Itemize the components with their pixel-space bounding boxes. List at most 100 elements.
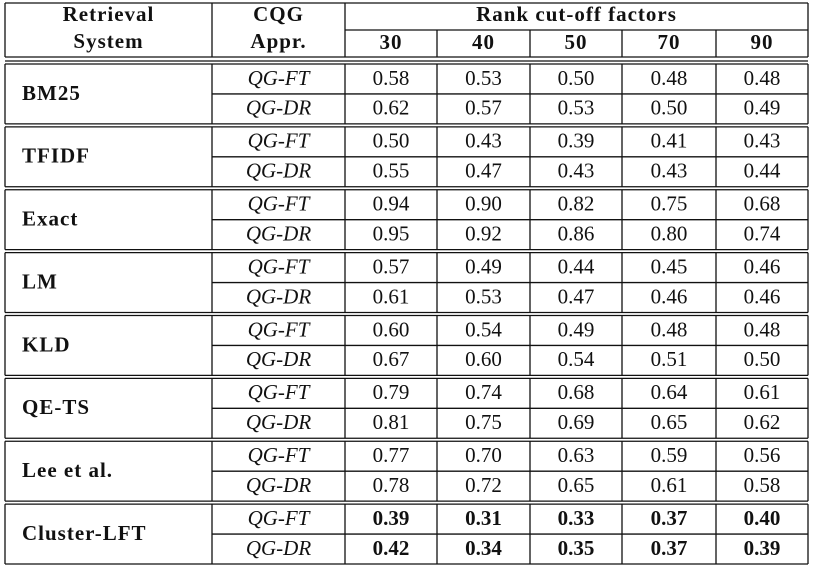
header-label: System (73, 29, 143, 53)
score: 0.42 (373, 536, 410, 560)
score: 0.90 (465, 192, 502, 216)
score: 0.62 (373, 96, 410, 120)
cutoff-label: 70 (658, 30, 681, 54)
score: 0.68 (558, 380, 595, 404)
system-name: BM25 (22, 81, 81, 105)
score: 0.54 (465, 317, 502, 341)
approach: QG-DR (246, 410, 311, 434)
score: 0.81 (373, 410, 410, 434)
score: 0.39 (744, 536, 781, 560)
score: 0.69 (558, 410, 595, 434)
score: 0.35 (558, 536, 595, 560)
score: 0.49 (558, 317, 595, 341)
cutoff-label: 50 (565, 30, 588, 54)
score: 0.80 (651, 221, 688, 245)
score: 0.67 (373, 347, 410, 371)
score: 0.92 (465, 221, 502, 245)
score: 0.41 (651, 129, 688, 153)
score: 0.47 (558, 284, 595, 308)
score: 0.61 (651, 473, 688, 497)
score: 0.74 (465, 380, 502, 404)
approach: QG-DR (246, 221, 311, 245)
score: 0.37 (651, 536, 688, 560)
approach: QG-FT (248, 129, 311, 153)
approach: QG-FT (248, 317, 311, 341)
score: 0.53 (465, 284, 502, 308)
approach: QG-DR (246, 536, 311, 560)
score: 0.78 (373, 473, 410, 497)
score: 0.58 (373, 66, 410, 90)
score: 0.53 (465, 66, 502, 90)
score: 0.46 (651, 284, 688, 308)
score: 0.33 (558, 506, 595, 530)
score: 0.46 (744, 284, 781, 308)
system-name: TFIDF (22, 144, 90, 168)
score: 0.48 (651, 66, 688, 90)
header-label: CQG (253, 2, 304, 26)
score: 0.54 (558, 347, 595, 371)
approach: QG-FT (248, 380, 311, 404)
score: 0.61 (373, 284, 410, 308)
system-name: Cluster-LFT (22, 521, 147, 545)
approach: QG-FT (248, 443, 311, 467)
score: 0.50 (373, 129, 410, 153)
score: 0.55 (373, 159, 410, 183)
score: 0.60 (465, 347, 502, 371)
score: 0.50 (651, 96, 688, 120)
score: 0.43 (465, 129, 502, 153)
score: 0.65 (558, 473, 595, 497)
score: 0.47 (465, 159, 502, 183)
score: 0.45 (651, 254, 688, 278)
score: 0.44 (744, 159, 781, 183)
score: 0.64 (651, 380, 688, 404)
approach: QG-DR (246, 159, 311, 183)
approach: QG-DR (246, 473, 311, 497)
cutoff-label: 40 (472, 30, 495, 54)
approach: QG-FT (248, 254, 311, 278)
score: 0.53 (558, 96, 595, 120)
score: 0.50 (744, 347, 781, 371)
score: 0.61 (744, 380, 781, 404)
score: 0.62 (744, 410, 781, 434)
score: 0.43 (558, 159, 595, 183)
approach: QG-DR (246, 284, 311, 308)
score: 0.75 (651, 192, 688, 216)
score: 0.68 (744, 192, 781, 216)
score: 0.77 (373, 443, 410, 467)
score: 0.44 (558, 254, 595, 278)
score: 0.43 (651, 159, 688, 183)
approach: QG-FT (248, 66, 311, 90)
score: 0.59 (651, 443, 688, 467)
system-name: LM (22, 269, 58, 293)
score: 0.49 (744, 96, 781, 120)
system-name: Lee et al. (22, 458, 113, 482)
score: 0.94 (373, 192, 410, 216)
score: 0.39 (558, 129, 595, 153)
score: 0.63 (558, 443, 595, 467)
score: 0.51 (651, 347, 688, 371)
score: 0.48 (651, 317, 688, 341)
score: 0.48 (744, 66, 781, 90)
approach: QG-DR (246, 347, 311, 371)
cutoff-label: 30 (380, 30, 403, 54)
score: 0.82 (558, 192, 595, 216)
header-label: Appr. (250, 29, 306, 53)
cutoff-label: 90 (751, 30, 774, 54)
score: 0.37 (651, 506, 688, 530)
score: 0.40 (744, 506, 781, 530)
score: 0.43 (744, 129, 781, 153)
score: 0.46 (744, 254, 781, 278)
system-name: Exact (22, 207, 78, 231)
score: 0.79 (373, 380, 410, 404)
score: 0.39 (373, 506, 410, 530)
score: 0.50 (558, 66, 595, 90)
score: 0.74 (744, 221, 781, 245)
score: 0.75 (465, 410, 502, 434)
score: 0.57 (373, 254, 410, 278)
score: 0.72 (465, 473, 502, 497)
score: 0.60 (373, 317, 410, 341)
score: 0.57 (465, 96, 502, 120)
system-name: KLD (22, 332, 71, 356)
score: 0.31 (465, 506, 502, 530)
